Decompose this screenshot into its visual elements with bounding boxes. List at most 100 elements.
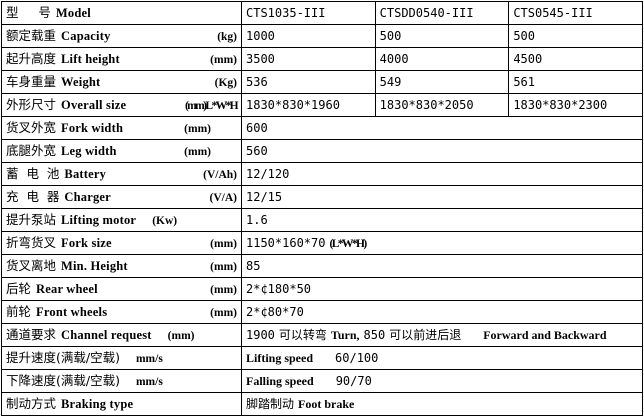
falling-speed-label: Falling speed xyxy=(246,373,314,388)
row-label-battery: 蓄 电 池 Battery (V/Ah) xyxy=(1,162,242,186)
row-label-lift-height: 起升高度 Lift height (mm) xyxy=(1,47,242,71)
table-row: 外形尺寸 Overall size (mm)L*W*H 1830*830*196… xyxy=(1,93,643,117)
label-en: Leg width xyxy=(61,143,117,158)
label-en: Battery xyxy=(64,166,107,181)
fork-size-suffix: (L*W*H) xyxy=(329,237,367,250)
fork-size-value: 1150*160*70 xyxy=(246,235,326,250)
label-en: Front wheels xyxy=(36,304,108,319)
table-row: 通道要求 Channel request (mm) 1900 可以转弯 Turn… xyxy=(1,323,643,347)
header-cell-col1: CTS1035-III xyxy=(241,1,376,25)
table-row: 提升速度(满载/空载) mm/s Lifting speed 60/100 xyxy=(1,346,643,370)
label-cn: 前轮 xyxy=(6,303,32,319)
label-unit: (mm) xyxy=(210,283,237,296)
row-label-falling-speed: 下降速度(满载/空载) mm/s xyxy=(1,369,242,393)
label-en: Weight xyxy=(61,74,101,89)
table-row: 货叉离地 Min. Height (mm) 85 xyxy=(1,254,643,278)
row-label-lifting-speed: 提升速度(满载/空载) mm/s xyxy=(1,346,242,370)
cell-value-merged: Lifting speed 60/100 xyxy=(241,346,643,370)
cell-value-merged: 1900 可以转弯 Turn, 850 可以前进后退 Forward and B… xyxy=(241,323,643,347)
channel-turn-en: Turn, xyxy=(330,327,360,342)
header-cell-col3: CTS0545-III xyxy=(508,1,643,25)
channel-turn-cn: 可以转弯 xyxy=(278,327,327,342)
cell-value: 500 xyxy=(374,24,510,48)
table-row: 制动方式 Braking type 脚踏制动 Foot brake xyxy=(1,392,643,416)
label-cn: 后轮 xyxy=(6,280,32,296)
cell-value: 500 xyxy=(508,24,643,48)
label-cn: 货叉外宽 xyxy=(6,119,57,135)
row-label-leg-width: 底腿外宽 Leg width (mm) xyxy=(1,139,242,163)
label-cn: 提升速度(满载/空载) xyxy=(6,349,120,365)
cell-value-merged: 2*¢180*50 xyxy=(241,277,643,301)
label-unit: (Kw) xyxy=(152,214,178,227)
row-label-overall-size: 外形尺寸 Overall size (mm)L*W*H xyxy=(1,93,242,117)
cell-value-merged: 600 xyxy=(241,116,643,140)
label-cn: 外形尺寸 xyxy=(6,96,57,112)
label-cn: 提升泵站 xyxy=(6,211,57,227)
label-unit: (V/A) xyxy=(209,191,237,204)
header-model-cn: 型 号 xyxy=(6,4,51,20)
cell-value-merged: Falling speed 90/70 xyxy=(241,369,643,393)
channel-travel-en: Forward and Backward xyxy=(483,327,607,342)
label-en: Fork size xyxy=(61,235,112,250)
table-row: 货叉外宽 Fork width (mm) 600 xyxy=(1,116,643,140)
channel-turn-value: 1900 xyxy=(246,327,275,342)
table-row: 起升高度 Lift height (mm) 3500 4000 4500 xyxy=(1,47,643,71)
label-unit: (mm) xyxy=(184,145,211,158)
row-label-capacity: 额定载重 Capacity (kg) xyxy=(1,24,242,48)
lifting-speed-label: Lifting speed xyxy=(246,350,314,365)
header-model-en: Model xyxy=(55,5,91,20)
label-unit: (V/Ah) xyxy=(203,168,237,181)
header-cell-col2: CTSDD0540-III xyxy=(374,1,510,25)
row-label-channel-request: 通道要求 Channel request (mm) xyxy=(1,323,242,347)
label-unit: (kg) xyxy=(217,30,237,43)
label-en: Charger xyxy=(64,189,111,204)
braking-type-cn: 脚踏制动 xyxy=(246,396,295,411)
label-cn: 折弯货叉 xyxy=(6,234,57,250)
label-unit: (mm)L*W*H xyxy=(184,99,239,112)
cell-value-merged: 560 xyxy=(241,139,643,163)
falling-speed-value: 90/70 xyxy=(335,373,372,388)
label-en: Overall size xyxy=(61,97,127,112)
row-label-fork-width: 货叉外宽 Fork width (mm) xyxy=(1,116,242,140)
lifting-speed-value: 60/100 xyxy=(335,350,379,365)
cell-value: 3500 xyxy=(241,47,376,71)
label-cn: 货叉离地 xyxy=(6,257,57,273)
row-label-min-height: 货叉离地 Min. Height (mm) xyxy=(1,254,242,278)
cell-value: 549 xyxy=(374,70,510,94)
table-row: 下降速度(满载/空载) mm/s Falling speed 90/70 xyxy=(1,369,643,393)
label-unit: mm/s xyxy=(135,352,163,365)
label-cn: 下降速度(满载/空载) xyxy=(6,372,120,388)
cell-value-merged: 2*¢80*70 xyxy=(241,300,643,324)
row-label-lifting-motor: 提升泵站 Lifting motor (Kw) xyxy=(1,208,242,232)
cell-value: 536 xyxy=(241,70,376,94)
row-label-braking-type: 制动方式 Braking type xyxy=(1,392,242,416)
label-cn: 充 电 器 xyxy=(6,188,60,204)
braking-type-en: Foot brake xyxy=(298,396,355,411)
label-cn: 蓄 电 池 xyxy=(6,165,60,181)
cell-value: 1830*830*2050 xyxy=(374,93,510,117)
table-row: 车身重量 Weight (Kg) 536 549 561 xyxy=(1,70,643,94)
channel-travel-value: 850 xyxy=(363,327,386,342)
cell-value-merged: 85 xyxy=(241,254,643,278)
label-unit: (mm) xyxy=(210,237,237,250)
cell-value: 1830*830*2300 xyxy=(508,93,643,117)
cell-value-merged: 12/15 xyxy=(241,185,643,209)
label-cn: 制动方式 xyxy=(6,395,57,411)
cell-value: 1830*830*1960 xyxy=(241,93,376,117)
row-label-charger: 充 电 器 Charger (V/A) xyxy=(1,185,242,209)
table-row: 蓄 电 池 Battery (V/Ah) 12/120 xyxy=(1,162,643,186)
label-unit: (mm) xyxy=(210,306,237,319)
label-unit: (mm) xyxy=(167,329,195,342)
row-label-rear-wheel: 后轮 Rear wheel (mm) xyxy=(1,277,242,301)
cell-value: 4500 xyxy=(508,47,643,71)
cell-value-merged: 1150*160*70 (L*W*H) xyxy=(241,231,643,255)
label-en: Lift height xyxy=(61,51,120,66)
label-unit: (Kg) xyxy=(214,76,237,89)
label-en: Min. Height xyxy=(61,258,128,273)
label-en: Capacity xyxy=(61,28,111,43)
label-unit: (mm) xyxy=(210,53,237,66)
cell-value: 561 xyxy=(508,70,643,94)
cell-value-merged: 12/120 xyxy=(241,162,643,186)
